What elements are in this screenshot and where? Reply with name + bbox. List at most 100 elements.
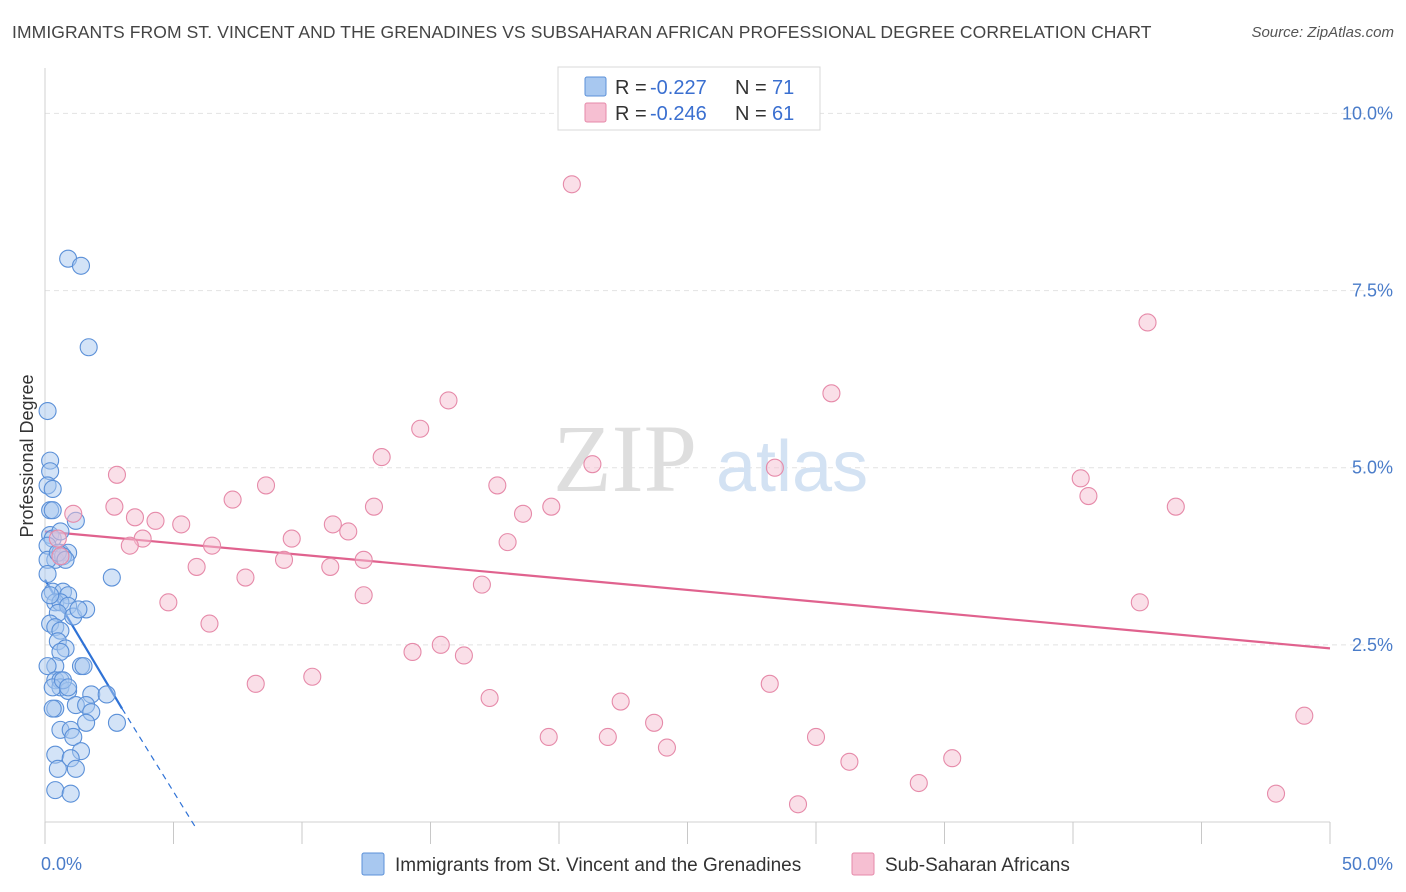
- point-subsaharan-african: [200, 614, 219, 633]
- chart-source: Source: ZipAtlas.com: [1251, 24, 1394, 41]
- point-subsaharan-african: [203, 536, 222, 555]
- point-subsaharan-african: [339, 522, 358, 541]
- point-subsaharan-african: [223, 490, 242, 509]
- trend-line-blue-extension: [121, 708, 198, 830]
- point-subsaharan-african: [539, 727, 558, 747]
- legend-r-value: -0.227: [650, 77, 707, 99]
- point-subsaharan-african: [1130, 593, 1149, 612]
- point-immigrants-st-vincent: [107, 713, 127, 732]
- point-subsaharan-african: [51, 547, 70, 566]
- point-subsaharan-african: [1266, 784, 1286, 803]
- axes: [44, 68, 1331, 844]
- point-immigrants-st-vincent: [48, 759, 67, 778]
- legend-r-value: -0.246: [650, 103, 707, 125]
- legend-n-label: N =: [735, 103, 767, 125]
- point-immigrants-st-vincent: [61, 784, 80, 803]
- point-immigrants-st-vincent: [77, 713, 96, 732]
- legend-swatch-pink: [584, 102, 607, 123]
- point-subsaharan-african: [439, 391, 458, 410]
- point-subsaharan-african: [909, 773, 928, 793]
- series-legend-swatch-blue: [361, 852, 385, 876]
- point-subsaharan-african: [657, 738, 676, 757]
- point-immigrants-st-vincent: [43, 699, 62, 718]
- point-subsaharan-african: [611, 692, 630, 711]
- point-subsaharan-african: [256, 476, 276, 495]
- point-subsaharan-african: [1138, 313, 1157, 332]
- point-subsaharan-african: [943, 749, 962, 768]
- point-subsaharan-african: [159, 593, 178, 612]
- point-subsaharan-african: [488, 476, 507, 495]
- point-subsaharan-african: [562, 175, 581, 194]
- series-legend-swatch-pink: [851, 852, 875, 876]
- point-subsaharan-african: [822, 384, 841, 403]
- point-immigrants-st-vincent: [66, 759, 85, 778]
- point-subsaharan-african: [1071, 469, 1090, 488]
- legend-n-value: 61: [772, 103, 794, 125]
- point-subsaharan-african: [372, 448, 391, 467]
- point-immigrants-st-vincent: [69, 600, 88, 619]
- y-axis-label: Professional Degree: [17, 374, 37, 537]
- point-immigrants-st-vincent: [79, 338, 98, 357]
- data-points: [38, 175, 1314, 814]
- point-immigrants-st-vincent: [38, 657, 57, 676]
- trend-line-pink: [44, 530, 1331, 650]
- y-tick-label: 5.0%: [1352, 458, 1393, 478]
- point-subsaharan-african: [411, 419, 430, 438]
- legend-n-value: 71: [772, 77, 794, 99]
- point-subsaharan-african: [583, 455, 602, 474]
- point-immigrants-st-vincent: [59, 678, 78, 697]
- point-subsaharan-african: [323, 515, 342, 534]
- stats-legend-row-pink: R = -0.246 N = 61: [584, 102, 794, 125]
- point-subsaharan-african: [354, 550, 373, 569]
- point-subsaharan-african: [48, 529, 67, 548]
- point-subsaharan-african: [321, 557, 340, 576]
- point-immigrants-st-vincent: [43, 501, 62, 520]
- point-subsaharan-african: [454, 646, 473, 665]
- watermark-zip: ZIP: [553, 405, 697, 512]
- point-subsaharan-african: [1079, 487, 1098, 506]
- x-tick-label: 0.0%: [41, 854, 82, 874]
- point-subsaharan-african: [840, 752, 859, 771]
- point-subsaharan-african: [146, 511, 165, 530]
- stats-legend: R = -0.227 N = 71 R = -0.246 N = 61: [557, 66, 821, 131]
- stats-legend-row-blue: R = -0.227 N = 71: [584, 76, 794, 99]
- point-immigrants-st-vincent: [46, 781, 65, 800]
- legend-swatch-blue: [584, 76, 607, 97]
- point-subsaharan-african: [788, 795, 808, 814]
- point-subsaharan-african: [125, 508, 144, 527]
- legend-n-label: N =: [735, 77, 767, 99]
- point-immigrants-st-vincent: [97, 685, 116, 704]
- point-immigrants-st-vincent: [74, 657, 93, 676]
- series-legend: Immigrants from St. Vincent and the Gren…: [361, 852, 1070, 876]
- grid: [45, 112, 1365, 646]
- point-subsaharan-african: [645, 713, 664, 732]
- point-subsaharan-african: [498, 533, 517, 552]
- legend-r-label: R =: [615, 77, 647, 99]
- y-tick-label: 7.5%: [1352, 281, 1393, 301]
- point-subsaharan-african: [303, 667, 322, 686]
- point-subsaharan-african: [187, 557, 206, 576]
- watermark-atlas: atlas: [716, 427, 868, 507]
- point-immigrants-st-vincent: [71, 256, 91, 275]
- point-subsaharan-african: [172, 515, 191, 534]
- point-subsaharan-african: [1295, 706, 1314, 725]
- point-subsaharan-african: [513, 504, 533, 523]
- tick-labels: 2.5% 5.0% 7.5% 10.0% 0.0% 50.0%: [41, 103, 1393, 874]
- legend-r-label: R =: [615, 103, 647, 125]
- point-subsaharan-african: [64, 504, 83, 523]
- point-subsaharan-african: [542, 497, 561, 516]
- point-subsaharan-african: [120, 536, 139, 555]
- point-immigrants-st-vincent: [64, 727, 83, 747]
- point-immigrants-st-vincent: [43, 479, 62, 499]
- point-subsaharan-african: [598, 727, 617, 747]
- point-subsaharan-african: [246, 674, 265, 693]
- point-subsaharan-african: [431, 635, 450, 654]
- point-subsaharan-african: [403, 642, 422, 661]
- point-subsaharan-african: [282, 529, 301, 548]
- series-legend-label-blue: Immigrants from St. Vincent and the Gren…: [395, 855, 801, 876]
- watermark: ZIP atlas: [553, 405, 868, 512]
- point-subsaharan-african: [765, 458, 784, 477]
- point-immigrants-st-vincent: [41, 586, 60, 605]
- point-subsaharan-african: [105, 497, 124, 516]
- series-legend-label-pink: Sub-Saharan Africans: [885, 855, 1070, 876]
